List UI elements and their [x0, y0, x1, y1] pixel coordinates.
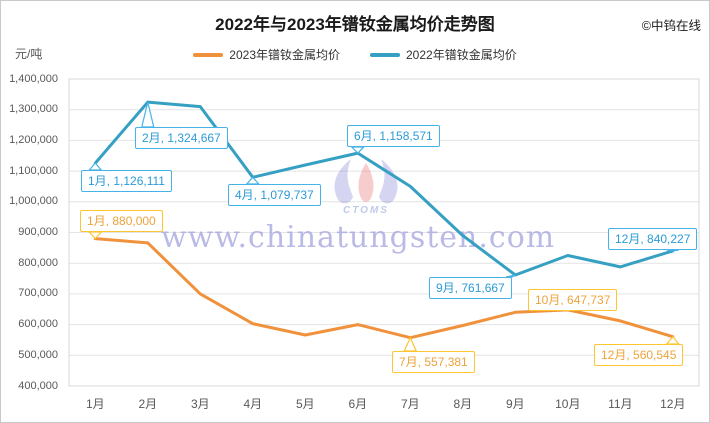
data-point-label: 9月, 761,667 — [429, 277, 512, 299]
y-axis-tick-label: 800,000 — [18, 256, 58, 269]
y-axis-tick-label: 1,400,000 — [9, 72, 58, 85]
x-axis-tick-label: 3月 — [190, 397, 210, 411]
legend-line-swatch — [193, 52, 224, 57]
y-axis-tick-label: 1,300,000 — [9, 103, 58, 116]
y-axis-tick-label: 1,200,000 — [9, 133, 58, 146]
y-axis-tick-label: 1,100,000 — [9, 164, 58, 177]
data-point-label: 4月, 1,079,737 — [228, 184, 321, 206]
y-axis-tick-label: 900,000 — [18, 226, 58, 238]
y-axis-unit-label: 元/吨 — [15, 47, 43, 61]
x-axis-tick-label: 5月 — [295, 397, 315, 411]
legend: 2023年镨钕金属均价 2022年镨钕金属均价 — [1, 46, 709, 63]
y-axis-tick-label: 1,000,000 — [9, 195, 58, 208]
legend-label: 2023年镨钕金属均价 — [229, 48, 340, 62]
x-axis-tick-label: 9月 — [505, 397, 525, 411]
logo-center-flame — [358, 163, 374, 202]
x-axis-tick-label: 8月 — [453, 397, 473, 411]
x-axis-tick-label: 2月 — [138, 397, 158, 411]
x-axis-tick-label: 1月 — [85, 397, 105, 411]
logo-right-petal — [379, 159, 398, 204]
data-point-label: 12月, 560,545 — [594, 344, 684, 366]
data-point-label: 10月, 647,737 — [528, 289, 618, 311]
data-point-label: 6月, 1,158,571 — [347, 125, 440, 147]
x-axis-tick-label: 6月 — [348, 397, 368, 411]
data-point-label: 2月, 1,324,667 — [135, 127, 228, 149]
x-axis-tick-label: 12月 — [660, 397, 686, 411]
legend-label: 2022年镨钕金属均价 — [406, 48, 517, 62]
y-axis-tick-label: 600,000 — [18, 318, 58, 331]
data-point-label: 1月, 1,126,111 — [81, 170, 172, 192]
legend-item: 2022年镨钕金属均价 — [370, 46, 517, 63]
legend-line-swatch — [370, 52, 400, 57]
watermark-text: www.chinatungsten.com — [161, 220, 556, 255]
copyright-label: ©中钨在线 — [641, 19, 701, 33]
data-point-label: 1月, 880,000 — [80, 210, 163, 232]
logo-caption: CTOMS — [343, 205, 389, 216]
x-axis-tick-label: 7月 — [400, 397, 420, 411]
x-axis-tick-label: 10月 — [555, 397, 581, 411]
legend-item: 2023年镨钕金属均价 — [193, 46, 340, 63]
watermark-logo: CTOMS — [331, 157, 401, 222]
data-point-label: 7月, 557,381 — [392, 351, 475, 373]
y-axis-tick-label: 500,000 — [18, 348, 58, 361]
y-axis-tick-label: 700,000 — [18, 287, 58, 300]
x-axis-tick-label: 4月 — [243, 397, 263, 411]
logo-left-petal — [334, 159, 353, 204]
y-axis-tick-label: 400,000 — [18, 379, 58, 392]
data-point-label: 12月, 840,227 — [608, 228, 698, 250]
chart-title: 2022年与2023年镨钕金属均价走势图 — [215, 15, 495, 34]
x-axis-tick-label: 11月 — [608, 397, 633, 411]
